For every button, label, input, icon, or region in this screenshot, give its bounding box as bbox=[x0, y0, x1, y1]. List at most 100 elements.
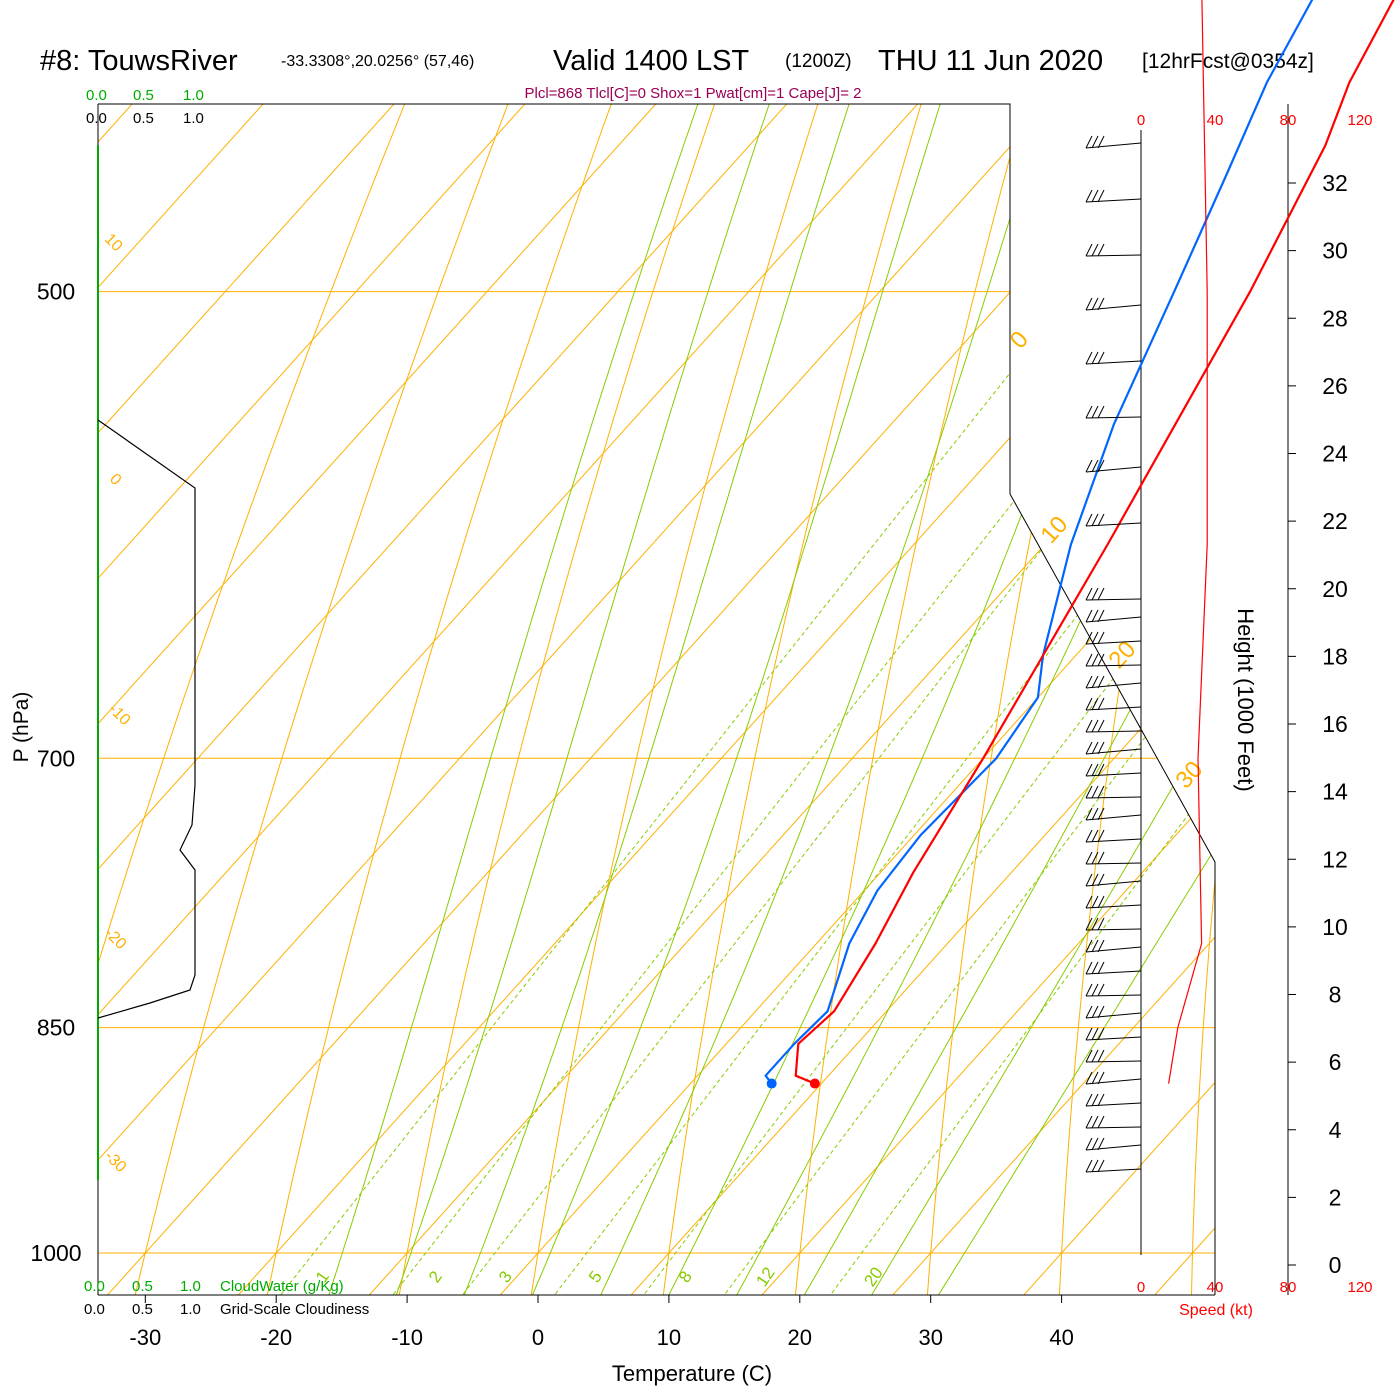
x-tick-label: 30 bbox=[918, 1325, 942, 1350]
mixing-ratio-label: 20 bbox=[860, 1264, 886, 1290]
isotherm bbox=[304, 104, 1215, 1295]
wind-barb-staff bbox=[1085, 838, 1142, 843]
height-tick-label: 22 bbox=[1322, 508, 1348, 534]
wind-barb-feather bbox=[1097, 189, 1105, 203]
wind-barb-feather bbox=[1085, 1159, 1093, 1173]
wind-barb-feather bbox=[1097, 243, 1105, 257]
wind-barb bbox=[1085, 1049, 1142, 1063]
wind-barb-feather bbox=[1097, 917, 1105, 931]
cloudwater-label: CloudWater (g/Kg) bbox=[220, 1278, 344, 1295]
cloudwater-bottom-tick-2: 1.0 bbox=[180, 1278, 201, 1295]
moist-adiabat bbox=[566, 104, 1215, 1295]
wind-barb bbox=[1085, 895, 1142, 909]
wind-barb-feather bbox=[1097, 983, 1105, 997]
valid-date: THU 11 Jun 2020 bbox=[878, 45, 1103, 77]
height-tick-label: 30 bbox=[1322, 238, 1348, 264]
wind-barb-feather bbox=[1085, 697, 1093, 711]
isotherm bbox=[98, 104, 960, 1295]
wind-barb-feather bbox=[1085, 587, 1093, 601]
wind-barb-feather bbox=[1085, 1115, 1093, 1129]
moist-adiabat bbox=[893, 104, 1215, 1295]
speed-bottom-tick-2: 80 bbox=[1280, 1279, 1297, 1296]
wind-barb-feather bbox=[1097, 587, 1105, 601]
height-tick-label: 0 bbox=[1329, 1252, 1342, 1278]
wind-barb bbox=[1085, 405, 1142, 419]
cloudiness-bottom-tick-1: 0.5 bbox=[132, 1301, 153, 1318]
wind-barb bbox=[1085, 785, 1142, 799]
wind-barb-feather bbox=[1085, 1137, 1093, 1151]
mixing-ratio-line bbox=[337, 104, 1215, 1295]
wind-barb-feather bbox=[1097, 609, 1105, 623]
wind-barb-feather bbox=[1091, 1093, 1099, 1107]
wind-barb bbox=[1085, 1093, 1142, 1107]
wind-barb bbox=[1085, 1071, 1142, 1085]
wind-barb bbox=[1085, 807, 1142, 821]
wind-barb-feather bbox=[1091, 807, 1099, 821]
wind-barb-feather bbox=[1097, 895, 1105, 909]
forecast-label: [12hrFcst@0354z] bbox=[1142, 50, 1314, 73]
wind-barb bbox=[1085, 697, 1142, 711]
wind-barb-staff bbox=[1085, 1060, 1142, 1063]
mixing-ratio-line bbox=[224, 104, 1215, 1295]
wind-barb-staff bbox=[1085, 814, 1142, 821]
wind-barb-feather bbox=[1091, 189, 1099, 203]
left-isotherm-label: -10 bbox=[105, 701, 133, 729]
wind-barb-feather bbox=[1097, 1049, 1105, 1063]
wind-barb-feather bbox=[1091, 939, 1099, 953]
wind-barb-staff bbox=[1085, 598, 1142, 601]
wind-barb-feather bbox=[1085, 405, 1093, 419]
wind-barb-feather bbox=[1097, 785, 1105, 799]
wind-barb-staff bbox=[1085, 796, 1142, 799]
wind-barb-feather bbox=[1091, 1159, 1099, 1173]
wind-barb-staff bbox=[1085, 682, 1142, 689]
wind-barb-feather bbox=[1097, 1137, 1105, 1151]
wind-barb-feather bbox=[1085, 917, 1093, 931]
speed-bottom-tick-0: 0 bbox=[1137, 1279, 1145, 1296]
wind-barb-staff bbox=[1085, 1144, 1142, 1151]
wind-barb-staff bbox=[1085, 198, 1142, 203]
height-tick-label: 10 bbox=[1322, 914, 1348, 940]
series-layer bbox=[764, 0, 1395, 1089]
wind-barb-staff bbox=[1085, 880, 1142, 887]
height-tick-label: 16 bbox=[1322, 711, 1348, 737]
isotherm bbox=[98, 104, 1215, 1295]
wind-barb-feather bbox=[1085, 189, 1093, 203]
wind-barb-staff bbox=[1085, 616, 1142, 623]
moist-adiabat bbox=[370, 104, 1194, 1295]
isotherm bbox=[566, 104, 1215, 1295]
mixing-ratio-line bbox=[777, 104, 1215, 1295]
wind-barb-feather bbox=[1097, 675, 1105, 689]
wind-barb bbox=[1085, 961, 1142, 975]
x-tick-label: 20 bbox=[788, 1325, 812, 1350]
wind-barb-staff bbox=[1085, 416, 1142, 419]
wind-barb bbox=[1085, 513, 1142, 527]
wind-barb bbox=[1085, 609, 1142, 623]
wind-barb-feather bbox=[1091, 763, 1099, 777]
wind-barb-feather bbox=[1097, 851, 1105, 865]
dry-adiabat bbox=[118, 104, 822, 1295]
wind-barb-feather bbox=[1085, 609, 1093, 623]
dry-adiabat bbox=[1190, 104, 1215, 1295]
wind-barb-feather bbox=[1085, 135, 1093, 149]
wind-barb bbox=[1085, 1027, 1142, 1041]
wind-barb-feather bbox=[1091, 697, 1099, 711]
wind-barb-feather bbox=[1091, 1005, 1099, 1019]
x-tick-label: 0 bbox=[532, 1325, 544, 1350]
wind-barb-staff bbox=[1085, 946, 1142, 953]
wind-barb-staff bbox=[1085, 254, 1142, 257]
left-isotherm-label: 10 bbox=[101, 231, 126, 256]
wind-barb-staff bbox=[1085, 1078, 1142, 1085]
pressure-tick-label: 850 bbox=[37, 1015, 75, 1041]
wind-barb-feather bbox=[1091, 135, 1099, 149]
wind-barb-staff bbox=[1085, 970, 1142, 975]
mixing-ratio-label: 2 bbox=[425, 1268, 446, 1287]
moist-adiabat bbox=[501, 104, 1215, 1295]
wind-barb-feather bbox=[1097, 1005, 1105, 1019]
wind-barb-feather bbox=[1085, 675, 1093, 689]
wind-barb-feather bbox=[1085, 1049, 1093, 1063]
isotherm bbox=[697, 104, 1215, 1295]
wind-barb-feather bbox=[1091, 741, 1099, 755]
moist-adiabat bbox=[762, 104, 1215, 1295]
wind-barb-feather bbox=[1091, 785, 1099, 799]
wind-barb-feather bbox=[1085, 297, 1093, 311]
